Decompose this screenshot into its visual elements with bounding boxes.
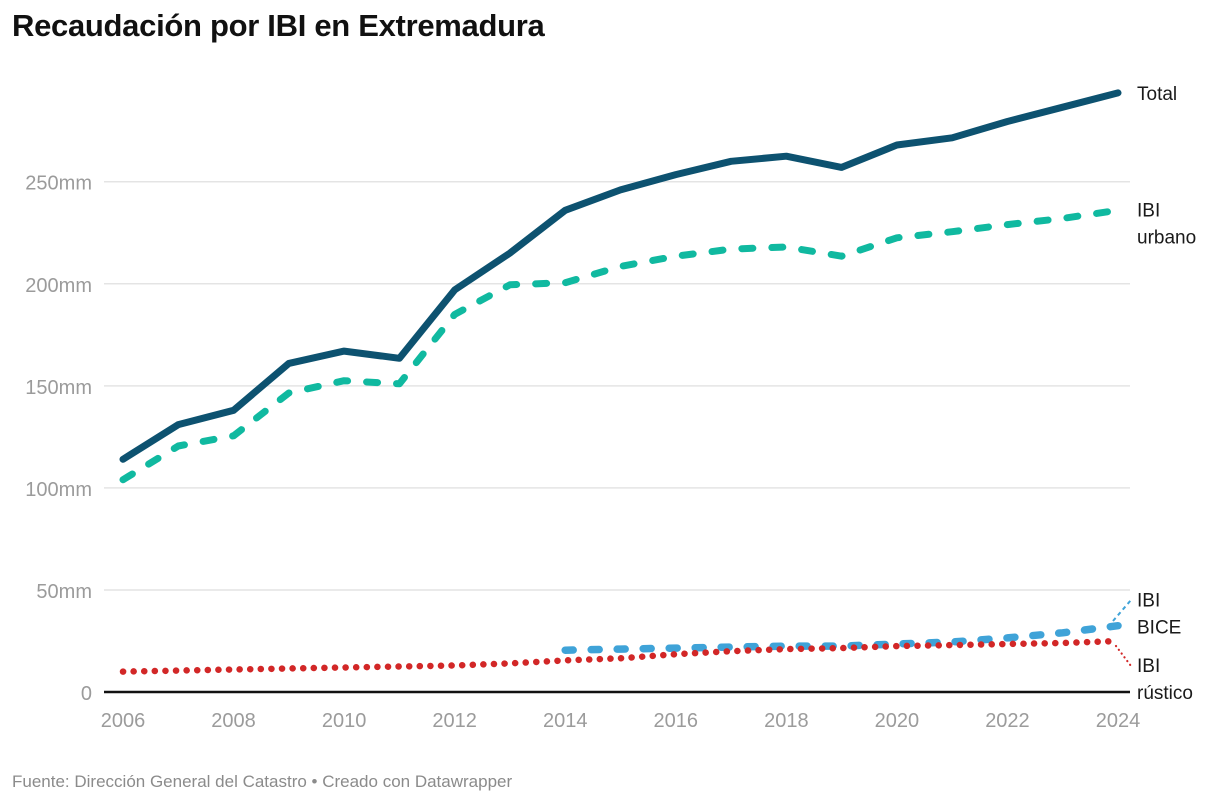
chart-title: Recaudación por IBI en Extremadura xyxy=(12,8,545,43)
series-label-bice: BICE xyxy=(1137,618,1181,639)
y-tick-label: 250mm xyxy=(25,173,92,195)
x-tick-label: 2008 xyxy=(211,710,256,732)
x-tick-label: 2024 xyxy=(1096,710,1141,732)
y-tick-label: 50mm xyxy=(36,581,92,603)
series-label-urbano: IBI xyxy=(1137,200,1160,221)
series-label-rustico: IBI xyxy=(1137,656,1160,677)
x-tick-label: 2020 xyxy=(875,710,920,732)
x-tick-label: 2016 xyxy=(654,710,699,732)
x-tick-label: 2006 xyxy=(101,710,146,732)
series-line-total xyxy=(119,89,1122,463)
x-tick-label: 2022 xyxy=(985,710,1030,732)
series-label-bice: IBI xyxy=(1137,591,1160,612)
x-tick-label: 2018 xyxy=(764,710,809,732)
x-tick-label: 2012 xyxy=(432,710,477,732)
y-tick-label: 150mm xyxy=(25,377,92,399)
source-note: Fuente: Dirección General del Catastro •… xyxy=(12,772,513,791)
series-label-total: Total xyxy=(1137,84,1177,105)
series-label-urbano: urbano xyxy=(1137,227,1196,248)
series-line-urbano xyxy=(119,206,1122,484)
y-tick-label: 0 xyxy=(81,683,92,705)
y-tick-label: 100mm xyxy=(25,479,92,501)
label-connector-rustico xyxy=(1114,644,1133,668)
x-tick-label: 2010 xyxy=(322,710,367,732)
x-tick-label: 2014 xyxy=(543,710,588,732)
series-line-rustico xyxy=(119,637,1122,675)
series-label-rustico: rústico xyxy=(1137,683,1193,704)
label-connector-bice xyxy=(1112,599,1132,622)
y-tick-label: 200mm xyxy=(25,275,92,297)
